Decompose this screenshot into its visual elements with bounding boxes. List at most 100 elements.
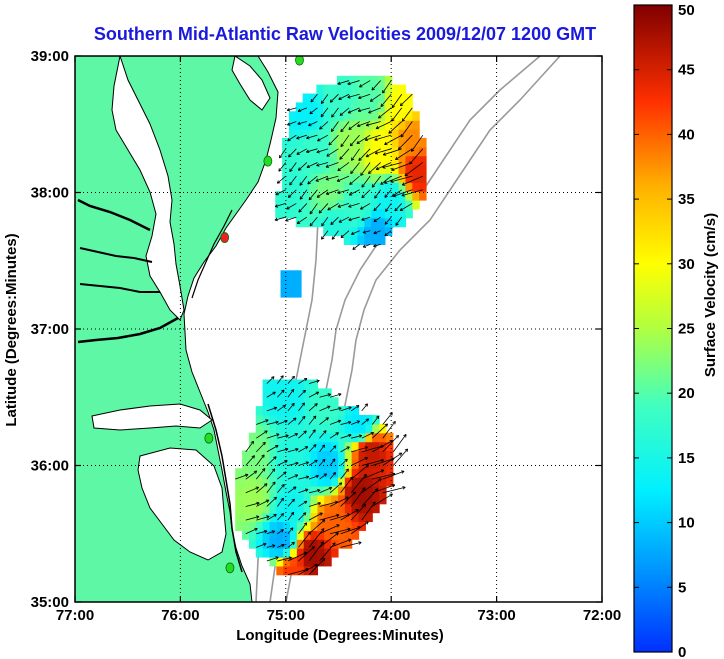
velocity-cell xyxy=(371,137,379,148)
velocity-cell xyxy=(371,146,379,157)
velocity-vector-head xyxy=(291,375,295,378)
velocity-vector-head xyxy=(314,444,317,448)
velocity-cell xyxy=(364,235,372,245)
velocity-vector-head xyxy=(337,167,340,171)
velocity-vector-head xyxy=(351,158,355,161)
velocity-vector xyxy=(308,541,324,562)
velocity-vector-head xyxy=(375,153,379,155)
velocity-vector xyxy=(371,80,381,91)
velocity-cell xyxy=(391,102,400,112)
velocity-vector-head xyxy=(322,458,326,461)
velocity-vector xyxy=(308,415,317,425)
velocity-vector xyxy=(329,513,351,521)
velocity-vector xyxy=(298,564,318,576)
velocity-cell xyxy=(295,173,304,183)
velocity-vector-head xyxy=(349,183,353,185)
velocity-cell xyxy=(269,556,277,567)
velocity-cell xyxy=(336,191,345,201)
radar-station-marker xyxy=(220,232,230,243)
velocity-cell xyxy=(357,155,365,166)
velocity-cell xyxy=(344,521,353,531)
velocity-cell xyxy=(331,459,339,469)
velocity-vector xyxy=(391,162,413,171)
velocity-vector xyxy=(351,148,360,161)
velocity-cell xyxy=(364,191,372,201)
velocity-cell xyxy=(358,494,366,505)
velocity-vector-head xyxy=(256,502,260,506)
velocity-cell xyxy=(303,494,312,505)
velocity-vector xyxy=(298,415,306,425)
velocity-cell xyxy=(303,468,312,478)
velocity-cell xyxy=(343,182,352,192)
velocity-vector xyxy=(298,162,308,171)
velocity-cell xyxy=(391,208,400,219)
velocity-vector-head xyxy=(400,135,404,138)
velocity-vector xyxy=(245,516,260,521)
velocity-cell xyxy=(290,512,298,523)
velocity-vector-head xyxy=(363,473,367,476)
delaware-bay xyxy=(231,56,271,111)
velocity-cell xyxy=(288,208,297,219)
velocity-cell xyxy=(283,556,291,567)
velocity-vector-head xyxy=(373,243,376,247)
velocity-cell xyxy=(378,226,386,237)
velocity-cell xyxy=(276,441,284,452)
velocity-cell xyxy=(371,120,379,130)
velocity-vector xyxy=(361,459,384,466)
velocity-vector xyxy=(402,175,423,186)
velocity-cell xyxy=(358,468,366,478)
velocity-cell xyxy=(276,423,284,434)
velocity-vector xyxy=(329,445,337,453)
velocity-vector xyxy=(351,446,368,453)
velocity-cell xyxy=(371,102,379,112)
x-axis-label: Longitude (Degrees:Minutes) xyxy=(236,627,444,644)
velocity-vector-head xyxy=(316,149,320,153)
velocity-cell xyxy=(288,200,297,210)
velocity-cell xyxy=(310,521,319,531)
velocity-cell xyxy=(282,164,290,174)
velocity-cell xyxy=(302,164,311,174)
velocity-cell xyxy=(269,512,277,523)
velocity-vector-head xyxy=(319,211,323,214)
velocity-cell xyxy=(248,432,257,443)
velocity-cell xyxy=(391,217,400,228)
velocity-cell xyxy=(412,111,420,121)
velocity-vector-head xyxy=(312,415,317,418)
velocity-vector xyxy=(298,378,308,384)
velocity-vector-head xyxy=(356,509,359,513)
velocity-cell xyxy=(344,485,353,496)
velocity-cell xyxy=(269,521,277,531)
velocity-vector xyxy=(404,162,424,177)
velocity-vector-head xyxy=(308,123,311,126)
velocity-cell xyxy=(344,503,353,514)
velocity-cell xyxy=(350,129,359,139)
velocity-vector xyxy=(340,421,352,425)
velocity-vector xyxy=(319,542,336,562)
velocity-cell xyxy=(323,155,331,166)
velocity-cell xyxy=(330,102,338,112)
velocity-vector-head xyxy=(316,379,320,381)
velocity-vector xyxy=(382,435,399,453)
velocity-vector xyxy=(357,107,371,112)
velocity-vector xyxy=(308,403,318,412)
velocity-vector-head xyxy=(340,128,342,132)
velocity-cell xyxy=(343,173,352,183)
velocity-vector-head xyxy=(384,234,388,237)
velocity-cell xyxy=(357,137,365,148)
velocity-cell xyxy=(364,75,372,86)
velocity-vector-head xyxy=(286,107,290,111)
velocity-vector-head xyxy=(272,376,275,380)
velocity-vector-head xyxy=(316,152,320,154)
velocity-vector-head xyxy=(400,452,403,456)
velocity-cell xyxy=(357,146,365,157)
velocity-cell xyxy=(358,423,366,434)
velocity-cell xyxy=(357,235,365,245)
velocity-vector-head xyxy=(406,448,409,452)
velocity-cell xyxy=(365,485,373,496)
velocity-vector-head xyxy=(374,196,378,199)
velocity-vector xyxy=(329,472,336,480)
velocity-vector xyxy=(340,446,350,453)
velocity-cell xyxy=(371,155,379,166)
velocity-cell xyxy=(379,450,387,460)
velocity-vector-head xyxy=(373,207,376,211)
